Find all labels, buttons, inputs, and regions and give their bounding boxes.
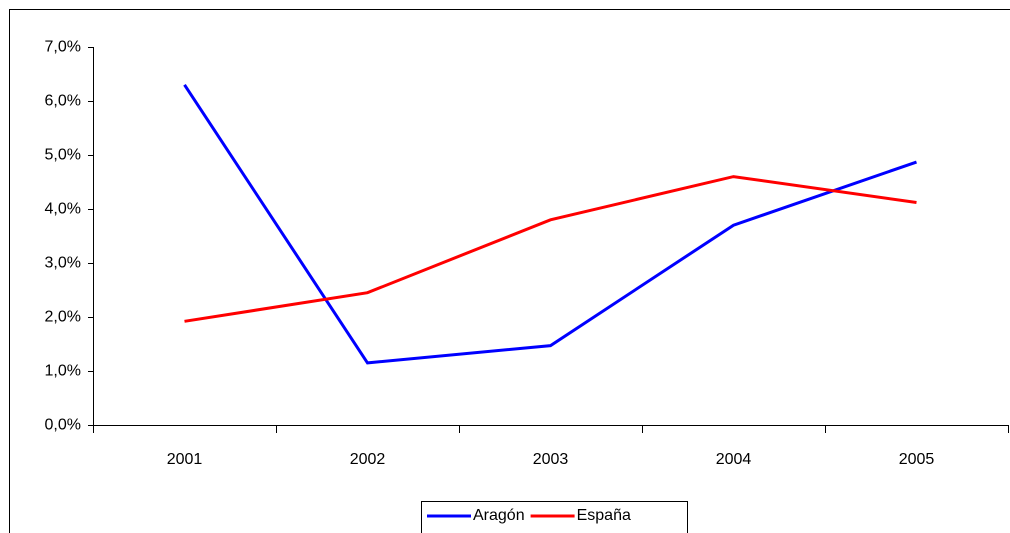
- y-tick-label: 1,0%: [45, 363, 81, 380]
- x-tick-label: 2004: [716, 451, 752, 468]
- chart-border: [9, 9, 1010, 533]
- y-tick-label: 2,0%: [45, 309, 81, 326]
- x-tick-label: 2005: [899, 451, 935, 468]
- legend-label: España: [577, 507, 631, 524]
- y-tick-label: 6,0%: [45, 93, 81, 110]
- series-line: [183, 83, 917, 365]
- legend-label: Aragón: [473, 507, 525, 524]
- y-tick-label: 3,0%: [45, 255, 81, 272]
- y-tick-label: 7,0%: [45, 39, 81, 56]
- x-tick-label: 2002: [350, 451, 386, 468]
- y-tick-label: 4,0%: [45, 201, 81, 218]
- y-tick-label: 5,0%: [45, 147, 81, 164]
- x-tick-label: 2003: [533, 451, 569, 468]
- y-tick-label: 0,0%: [45, 417, 81, 434]
- legend: Aragón España: [421, 501, 688, 533]
- series-line: [184, 175, 917, 323]
- x-tick-label: 2001: [167, 451, 203, 468]
